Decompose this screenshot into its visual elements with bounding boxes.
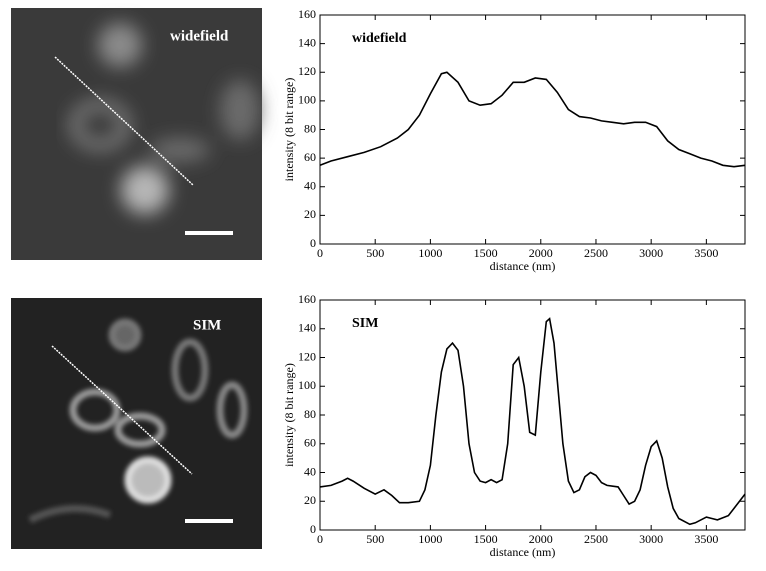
- x-tick-label: 3000: [639, 532, 663, 546]
- x-tick-label: 500: [366, 246, 384, 260]
- x-tick-label: 1000: [418, 532, 442, 546]
- y-tick-label: 40: [304, 179, 316, 193]
- widefield-image: widefield: [11, 8, 262, 260]
- y-tick-label: 140: [298, 35, 316, 49]
- y-tick-label: 160: [298, 292, 316, 306]
- y-tick-label: 120: [298, 349, 316, 363]
- y-axis-label: intensity (8 bit range): [282, 78, 296, 182]
- y-tick-label: 100: [298, 378, 316, 392]
- y-tick-label: 80: [304, 407, 316, 421]
- y-tick-label: 140: [298, 321, 316, 335]
- y-tick-label: 120: [298, 64, 316, 78]
- chart-title: SIM: [352, 316, 378, 331]
- x-axis-label: distance (nm): [490, 259, 556, 273]
- y-tick-label: 60: [304, 150, 316, 164]
- y-tick-label: 60: [304, 436, 316, 450]
- chart-title: widefield: [352, 31, 407, 46]
- image-label: widefield: [170, 28, 229, 44]
- x-tick-label: 1500: [474, 246, 498, 260]
- x-tick-label: 0: [317, 246, 323, 260]
- y-axis-label: intensity (8 bit range): [282, 363, 296, 467]
- y-tick-label: 160: [298, 7, 316, 21]
- y-tick-label: 0: [310, 236, 316, 250]
- data-line: [319, 317, 746, 526]
- image-label: SIM: [193, 317, 221, 333]
- x-tick-label: 2500: [584, 532, 608, 546]
- data-line: [319, 71, 746, 168]
- x-tick-label: 3500: [694, 532, 718, 546]
- line-chart: 0 20 40 60 80 100 120 140 160 0 500 1000 1500 2000 250…: [282, 292, 746, 559]
- plot-frame: [319, 14, 746, 245]
- y-tick-label: 20: [304, 493, 316, 507]
- y-tick-label: 80: [304, 121, 316, 135]
- x-tick-label: 2000: [529, 532, 553, 546]
- sim-image: SIM: [11, 298, 262, 549]
- y-tick-label: 40: [304, 464, 316, 478]
- line-chart: 0 20 40 60 80 100 120 140 160 0 500 1000 1500 2000 250…: [282, 7, 746, 273]
- x-axis-label: distance (nm): [490, 545, 556, 559]
- x-tick-label: 2500: [584, 246, 608, 260]
- y-tick-label: 100: [298, 93, 316, 107]
- x-tick-label: 3500: [694, 246, 718, 260]
- x-tick-label: 3000: [639, 246, 663, 260]
- y-tick-label: 0: [310, 522, 316, 536]
- y-tick-label: 20: [304, 207, 316, 221]
- x-tick-label: 1500: [474, 532, 498, 546]
- plot-frame: [319, 299, 746, 531]
- x-tick-label: 500: [366, 532, 384, 546]
- x-tick-label: 2000: [529, 246, 553, 260]
- x-tick-label: 1000: [418, 246, 442, 260]
- x-tick-label: 0: [317, 532, 323, 546]
